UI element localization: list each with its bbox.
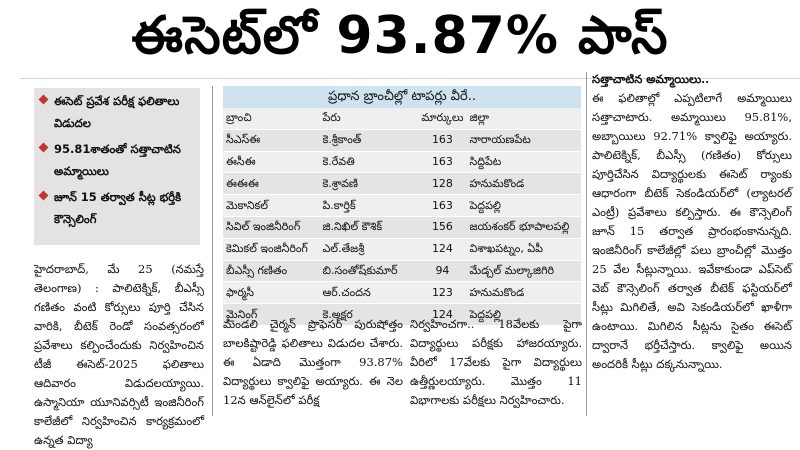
table-cell: హనుమకొండ xyxy=(466,281,581,305)
article-column-4: సత్తాచాటిన అమ్మాయిలు.. ఈ ఫలితాల్లో ఎప్పట… xyxy=(592,70,792,374)
table-cell: ఈఈఈ xyxy=(223,172,320,196)
table-cell: జి.నిఖిల్ కౌశిక్ xyxy=(319,216,419,239)
table-cell: ఈసీఈ xyxy=(223,151,320,174)
toppers-table-box: ప్రధాన బ్రాంచీల్లో టాపర్లు వీరే.. బ్రాంచ… xyxy=(223,86,581,326)
table-cell: హనుమకొండ xyxy=(466,172,581,196)
table-cell: నారాయణపేట xyxy=(466,129,581,152)
table-cell: 163 xyxy=(418,129,467,152)
table-cell: సివిల్ ఇంజినీరింగ్ xyxy=(223,216,320,239)
table-cell: మైనింగ్ xyxy=(223,303,320,326)
table-row: మెకానికల్ పి.కార్తిక్ 163 పెద్దపల్లి xyxy=(223,194,581,217)
table-cell: 94 xyxy=(418,260,467,283)
article-column-1: హైదరాబాద్, మే 25 (నమస్తే తెలంగాణ) : పాలి… xyxy=(34,260,204,450)
highlights-box: ఈసెట్ ప్రవేశ పరీక్ష ఫలితాలు విడుదల 95.81… xyxy=(34,88,200,245)
table-header-row: బ్రాంచి పేరు మార్కులు జిల్లా xyxy=(223,108,581,130)
article-column-2: మండలి చైర్మన్ ప్రొఫెసర్ పురుషోత్తం బాలకి… xyxy=(223,315,403,410)
headline: ఈసెట్‌లో 93.87% పాస్ xyxy=(131,6,669,66)
table-cell: మెకానికల్ xyxy=(223,194,320,217)
table-cell: సిద్దిపేట xyxy=(466,151,581,174)
table-row: సీఎస్ఈ కె.శ్రీకాంత్ 163 నారాయణపేట xyxy=(223,129,581,152)
table-cell: పెద్దపల్లి xyxy=(466,303,581,326)
headline-rule xyxy=(20,78,800,79)
table-cell: కె.శ్రీకాంత్ xyxy=(319,129,419,152)
table-cell: కెమికల్ ఇంజినీరింగ్ xyxy=(223,238,320,261)
column-header: మార్కులు xyxy=(418,108,467,130)
highlight-item: జూన్ 15 తర్వాత సీట్ల భర్తీకి కౌన్సెలింగ్ xyxy=(34,184,200,232)
table-cell: 156 xyxy=(418,216,467,239)
toppers-table: బ్రాంచి పేరు మార్కులు జిల్లా సీఎస్ఈ కె.శ్… xyxy=(223,108,581,326)
table-cell: 128 xyxy=(418,172,467,196)
table-cell: మేడ్చల్ మల్కాజిగిరి xyxy=(466,260,581,283)
table-cell: 163 xyxy=(418,194,467,217)
table-cell: జయశంకర్ భూపాలపల్లి xyxy=(466,216,581,239)
table-row: మైనింగ్ కె.అక్షర 124 పెద్దపల్లి xyxy=(223,303,581,326)
table-row: ఫార్మసీ ఆర్.చందన 123 హనుమకొండ xyxy=(223,281,581,305)
table-cell: కె.అక్షర xyxy=(319,303,419,326)
table-cell: 123 xyxy=(418,281,467,305)
table-cell: ఎల్.తేజశ్రీ xyxy=(319,238,419,261)
table-cell: 124 xyxy=(418,238,467,261)
highlight-item: ఈసెట్ ప్రవేశ పరీక్ష ఫలితాలు విడుదల xyxy=(34,88,200,136)
table-cell: పెద్దపల్లి xyxy=(466,194,581,217)
column-divider xyxy=(586,72,587,416)
table-row: బీఎస్సీ గణితం బి.సంతోష్‌కుమార్ 94 మేడ్చల్ మ… xyxy=(223,260,581,283)
table-cell: కె.శ్రావణి xyxy=(319,172,419,196)
table-cell: బీఎస్సీ గణితం xyxy=(223,260,320,283)
highlight-item: 95.81శాతంతో సత్తాచాటిన అమ్మాయిలు xyxy=(34,136,200,184)
table-cell: బి.సంతోష్‌కుమార్ xyxy=(319,260,419,283)
article-paragraph: ఈ ఫలితాల్లో ఎప్పటిలాగే అమ్మాయిలు సత్తాచా… xyxy=(592,91,792,371)
table-cell: 163 xyxy=(418,151,467,174)
article-column-3: నిర్వహించగా.. 18వేలకు పైగా విద్యార్థులు … xyxy=(410,315,582,410)
table-caption: ప్రధాన బ్రాంచీల్లో టాపర్లు వీరే.. xyxy=(223,86,581,108)
table-cell: విశాఖపట్నం, ఏపీ xyxy=(466,238,581,261)
column-header: జిల్లా xyxy=(466,108,581,130)
table-row: ఈసీఈ కె.రేవతి 163 సిద్దిపేట xyxy=(223,151,581,174)
subheading: సత్తాచాటిన అమ్మాయిలు.. xyxy=(592,72,710,86)
table-cell: ఆర్.చందన xyxy=(319,281,419,305)
article-paragraph: నిర్వహించగా.. 18వేలకు పైగా విద్యార్థులు … xyxy=(410,317,582,407)
column-divider xyxy=(212,86,213,416)
article-paragraph: మండలి చైర్మన్ ప్రొఫెసర్ పురుషోత్తం బాలకి… xyxy=(223,317,403,407)
table-row: ఈఈఈ కె.శ్రావణి 128 హనుమకొండ xyxy=(223,172,581,196)
column-header: పేరు xyxy=(319,108,419,130)
article-paragraph: హైదరాబాద్, మే 25 (నమస్తే తెలంగాణ) : పాలి… xyxy=(34,262,204,447)
table-cell: సీఎస్ఈ xyxy=(223,129,320,152)
table-row: సివిల్ ఇంజినీరింగ్ జి.నిఖిల్ కౌశిక్ 156 జయశ… xyxy=(223,216,581,239)
table-row: కెమికల్ ఇంజినీరింగ్ ఎల్.తేజశ్రీ 124 విశాఖపట… xyxy=(223,238,581,261)
table-cell: 124 xyxy=(418,303,467,326)
table-cell: పి.కార్తిక్ xyxy=(319,194,419,217)
table-cell: ఫార్మసీ xyxy=(223,281,320,305)
table-cell: కె.రేవతి xyxy=(319,151,419,174)
column-header: బ్రాంచి xyxy=(223,108,320,130)
